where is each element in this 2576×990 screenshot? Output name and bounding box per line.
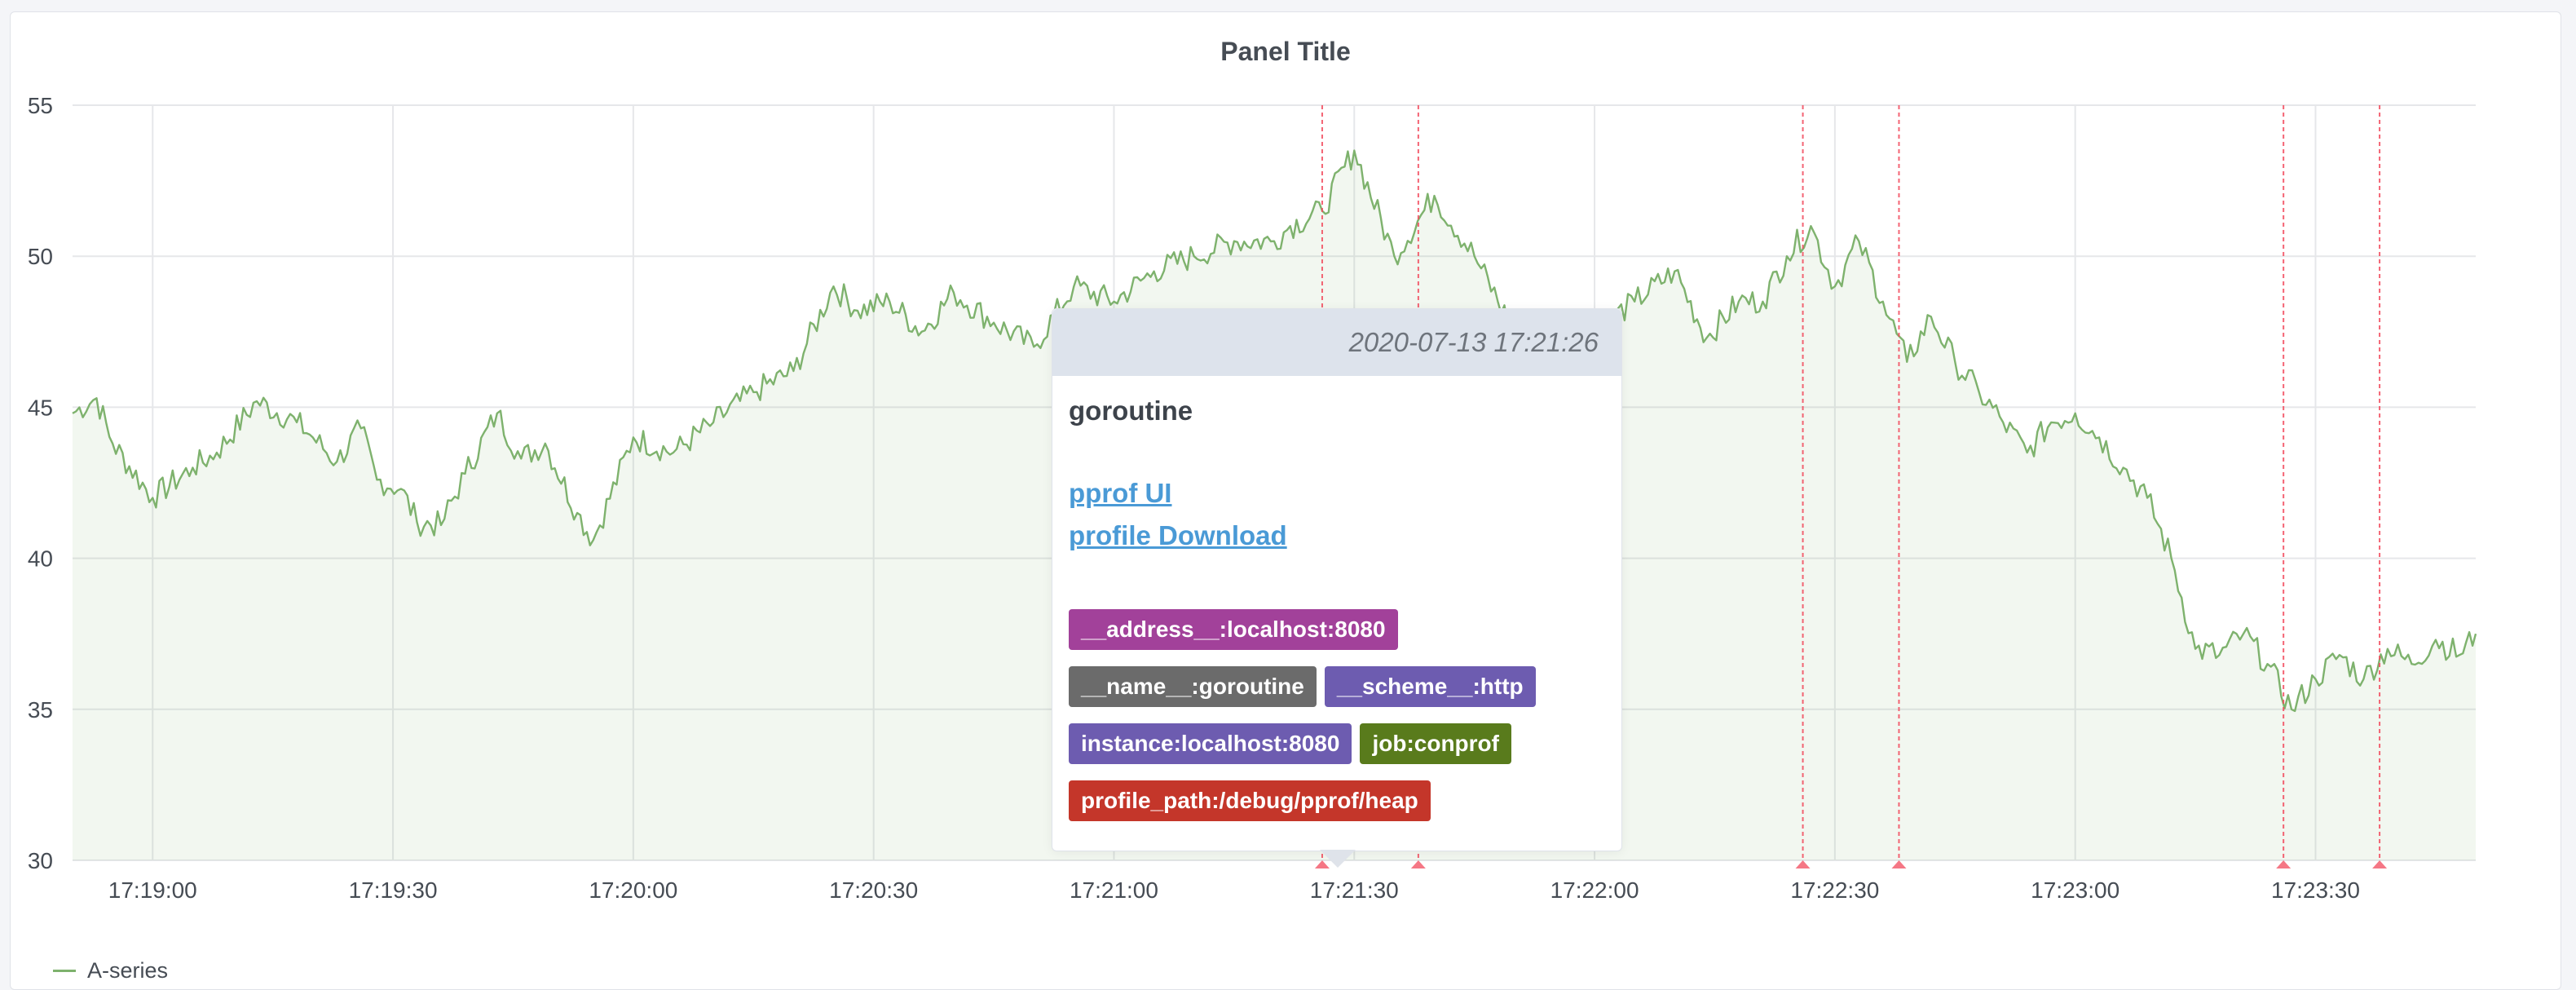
annotation-marker bbox=[1796, 860, 1811, 868]
annotation-marker bbox=[1411, 860, 1426, 868]
tag-scheme: __scheme__:http bbox=[1325, 666, 1536, 707]
y-tick-label: 30 bbox=[28, 848, 53, 873]
x-tick-label: 17:19:30 bbox=[349, 877, 438, 903]
x-tick-label: 17:23:00 bbox=[2031, 877, 2119, 903]
tooltip-caret bbox=[1320, 850, 1356, 868]
tooltip-timestamp: 2020-07-13 17:21:26 bbox=[1052, 309, 1621, 376]
tag-list: __address__:localhost:8080 __name__:goro… bbox=[1069, 609, 1605, 821]
legend: A-series bbox=[53, 958, 168, 983]
y-tick-label: 50 bbox=[28, 244, 53, 269]
tag-job: job:conprof bbox=[1360, 723, 1511, 764]
y-tick-label: 55 bbox=[28, 93, 53, 118]
x-tick-label: 17:20:00 bbox=[589, 877, 677, 903]
x-tick-label: 17:23:30 bbox=[2271, 877, 2360, 903]
tag-name: __name__:goroutine bbox=[1069, 666, 1317, 707]
tag-instance: instance:localhost:8080 bbox=[1069, 723, 1352, 764]
tag-address: __address__:localhost:8080 bbox=[1069, 609, 1398, 650]
annotation-tooltip: 2020-07-13 17:21:26 goroutine pprof UI p… bbox=[1052, 308, 1622, 851]
y-tick-label: 35 bbox=[28, 697, 53, 723]
x-tick-label: 17:21:00 bbox=[1070, 877, 1158, 903]
annotation-marker bbox=[2372, 860, 2387, 868]
tag-profile-path: profile_path:/debug/pprof/heap bbox=[1069, 780, 1431, 821]
annotation-marker bbox=[1891, 860, 1906, 868]
x-tick-label: 17:21:30 bbox=[1310, 877, 1399, 903]
y-tick-label: 45 bbox=[28, 395, 53, 420]
tooltip-title: goroutine bbox=[1069, 396, 1605, 426]
profile-download-link[interactable]: profile Download bbox=[1069, 515, 1605, 557]
legend-series-label[interactable]: A-series bbox=[87, 958, 168, 983]
x-tick-label: 17:19:00 bbox=[108, 877, 197, 903]
x-tick-label: 17:22:00 bbox=[1550, 877, 1639, 903]
x-tick-label: 17:22:30 bbox=[1790, 877, 1879, 903]
x-tick-label: 17:20:30 bbox=[829, 877, 918, 903]
y-tick-label: 40 bbox=[28, 546, 53, 572]
pprof-ui-link[interactable]: pprof UI bbox=[1069, 472, 1605, 515]
annotation-marker bbox=[2276, 860, 2291, 868]
legend-color-swatch bbox=[53, 970, 76, 972]
